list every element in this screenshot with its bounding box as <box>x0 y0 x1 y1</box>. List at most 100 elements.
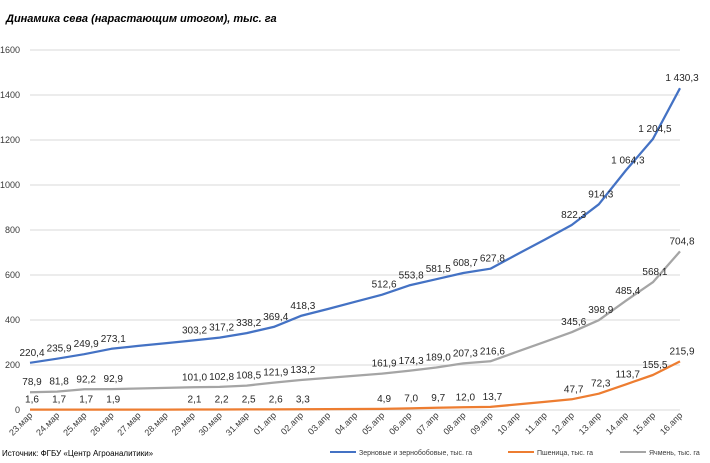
y-tick-label: 400 <box>5 315 20 325</box>
x-tick-label: 24.мар <box>34 410 61 437</box>
data-label-barley: 485,4 <box>615 286 640 297</box>
data-label-grain: 581,5 <box>426 264 451 275</box>
data-label-wheat: 1,7 <box>52 395 66 406</box>
data-label-grain: 1 064,3 <box>611 156 645 167</box>
data-label-wheat: 7,0 <box>404 393 418 404</box>
data-label-grain: 317,2 <box>209 323 234 334</box>
data-label-barley: 207,3 <box>453 348 478 359</box>
series-line-grain <box>29 87 681 364</box>
data-label-grain: 249,9 <box>74 339 99 350</box>
data-label-grain: 914,3 <box>588 189 613 200</box>
x-tick-label: 12.апр <box>550 410 576 436</box>
data-label-grain: 1 204,5 <box>638 124 672 135</box>
x-tick-label: 15.апр <box>631 410 657 436</box>
x-tick-label: 14.апр <box>604 410 630 436</box>
legend-label-barley: Ячмень, тыс. га <box>649 450 700 457</box>
x-tick-label: 11.апр <box>523 410 549 436</box>
data-label-barley: 398,9 <box>588 305 613 316</box>
series-line-wheat <box>30 360 681 411</box>
legend-label-wheat: Пшеница, тыс. га <box>537 450 593 457</box>
data-label-wheat: 113,7 <box>616 369 641 380</box>
data-label-barley: 133,2 <box>290 365 315 376</box>
series-line-barley <box>29 250 681 394</box>
x-tick-label: 31.мар <box>224 410 251 437</box>
y-tick-label: 1000 <box>0 180 20 190</box>
y-tick-label: 200 <box>5 360 20 370</box>
data-label-wheat: 2,2 <box>215 395 229 406</box>
x-tick-label: 29.мар <box>170 410 197 437</box>
data-label-wheat: 3,3 <box>296 394 310 405</box>
x-tick-label: 04.апр <box>333 410 359 436</box>
data-label-wheat: 2,1 <box>188 395 202 406</box>
x-tick-label: 10.апр <box>495 410 521 436</box>
y-tick-label: 0 <box>15 405 20 415</box>
data-label-barley: 161,9 <box>372 359 397 370</box>
x-tick-label: 27.мар <box>115 410 142 437</box>
chart-title: Динамика сева (нарастающим итогом), тыс.… <box>5 13 277 25</box>
y-tick-label: 800 <box>5 225 20 235</box>
data-label-barley: 102,8 <box>209 372 234 383</box>
y-axis: 0 200 400 600 800 1000 1200 1400 1600 <box>0 45 20 415</box>
data-label-wheat: 1,6 <box>25 395 39 406</box>
x-tick-label: 23.мар <box>7 410 34 437</box>
y-tick-label: 1400 <box>0 90 20 100</box>
data-label-barley: 81,8 <box>49 377 69 388</box>
data-label-wheat: 72,3 <box>591 379 611 390</box>
data-label-grain: 220,4 <box>19 348 44 359</box>
grid <box>30 49 680 411</box>
data-label-grain: 303,2 <box>182 325 207 336</box>
data-label-barley: 345,6 <box>561 317 586 328</box>
x-tick-label: 30.мар <box>197 410 224 437</box>
data-label-grain: 338,2 <box>236 318 261 329</box>
legend: Зерновые и зернобобовые, тыс. га Пшеница,… <box>330 449 700 457</box>
data-label-wheat: 2,5 <box>242 394 256 405</box>
x-axis: 23.мар 24.мар 25.мар 26.мар 27.мар 28.мар 29.м… <box>7 410 684 437</box>
x-tick-label: 26.мар <box>88 410 115 437</box>
data-label-barley: 101,0 <box>182 372 207 383</box>
data-label-barley: 78,9 <box>22 377 42 388</box>
data-label-barley: 189,0 <box>426 352 451 363</box>
x-tick-label: 13.апр <box>577 410 603 436</box>
x-tick-label: 01.апр <box>252 410 278 436</box>
data-label-grain: 273,1 <box>101 334 126 345</box>
data-label-wheat: 1,7 <box>79 395 93 406</box>
data-label-wheat: 155,5 <box>642 360 667 371</box>
y-tick-label: 600 <box>5 270 20 280</box>
data-label-grain: 418,3 <box>290 301 315 312</box>
data-label-grain: 608,7 <box>453 258 478 269</box>
data-labels: 220,4 235,9 249,9 273,1 303,2 317,2 338,2369,4… <box>19 73 699 405</box>
y-tick-label: 1600 <box>0 45 20 55</box>
data-label-grain: 822,3 <box>561 210 586 221</box>
x-tick-label: 08.апр <box>441 410 467 436</box>
x-tick-label: 06.апр <box>387 410 413 436</box>
data-label-wheat: 47,7 <box>564 384 584 395</box>
data-label-wheat: 4,9 <box>377 394 391 405</box>
data-label-wheat: 1,9 <box>106 395 120 406</box>
data-label-barley: 92,9 <box>104 374 124 385</box>
data-label-grain: 235,9 <box>47 344 72 355</box>
data-label-wheat: 215,9 <box>669 346 694 357</box>
data-label-barley: 92,2 <box>76 374 96 385</box>
x-tick-label: 07.апр <box>414 410 440 436</box>
x-tick-label: 25.мар <box>61 410 88 437</box>
data-label-wheat: 9,7 <box>431 393 445 404</box>
x-tick-label: 05.апр <box>360 410 386 436</box>
legend-label-grain: Зерновые и зернобобовые, тыс. га <box>359 449 472 457</box>
source-note: Источник: ФГБУ «Центр Агроаналитики» <box>2 449 154 458</box>
series-lines <box>29 87 681 411</box>
data-label-barley: 108,5 <box>236 371 261 382</box>
data-label-grain: 1 430,3 <box>665 73 699 84</box>
x-tick-label: 02.апр <box>279 410 305 436</box>
data-label-grain: 369,4 <box>263 312 288 323</box>
data-label-wheat: 13,7 <box>483 392 503 403</box>
data-label-barley: 704,8 <box>669 236 694 247</box>
x-tick-label: 28.мар <box>142 410 169 437</box>
y-tick-label: 1200 <box>0 135 20 145</box>
data-label-wheat: 12,0 <box>456 392 476 403</box>
data-label-wheat: 2,6 <box>269 394 283 405</box>
x-tick-label: 16.апр <box>658 410 684 436</box>
data-label-grain: 627,8 <box>480 254 505 265</box>
data-label-barley: 568,1 <box>642 267 667 278</box>
